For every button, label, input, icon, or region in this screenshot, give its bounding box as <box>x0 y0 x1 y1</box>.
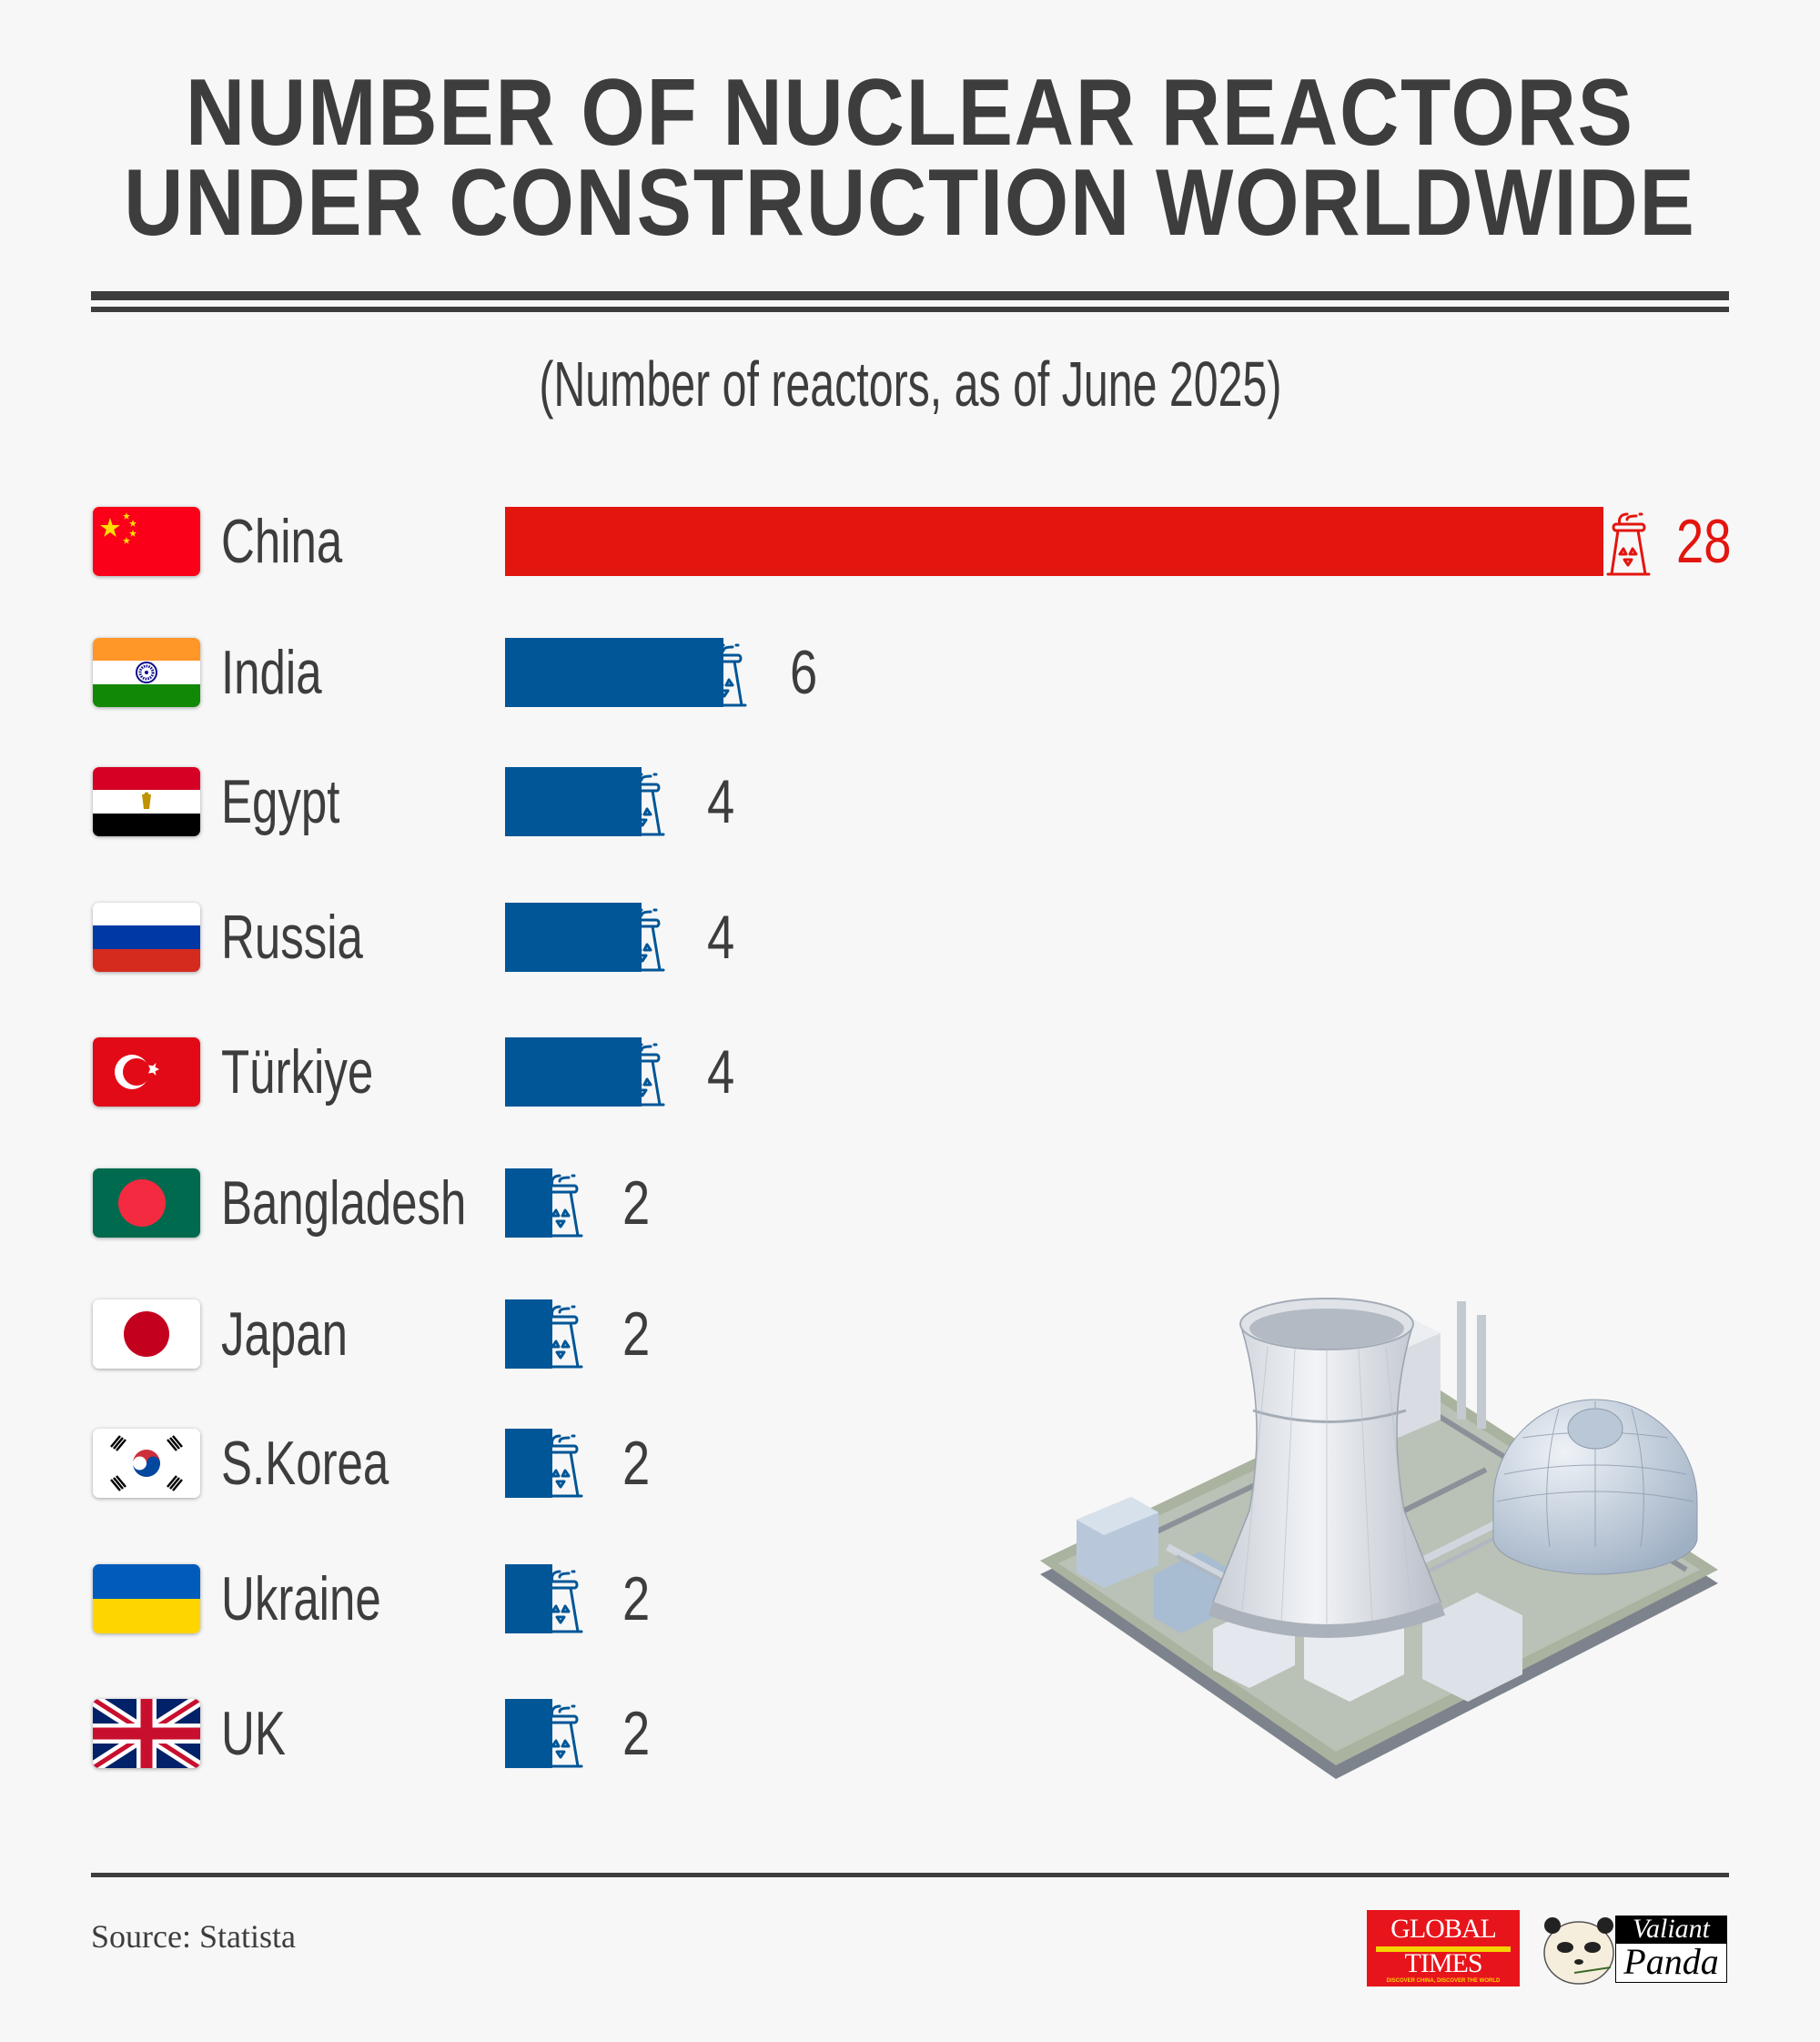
footer-rule <box>91 1873 1729 1877</box>
value-label: 2 <box>622 1564 651 1633</box>
value-label: 6 <box>790 638 818 707</box>
bar-russia <box>505 903 642 972</box>
title-rule-thin <box>91 307 1729 312</box>
country-label: Ukraine <box>221 1564 381 1633</box>
bar-egypt <box>505 767 642 836</box>
chart-row-bangladesh: Bangladesh 2 <box>0 1168 1820 1238</box>
title-line-1: NUMBER OF NUCLEAR REACTORS <box>186 60 1634 166</box>
subtitle: (Number of reactors, as of June 2025) <box>538 349 1282 420</box>
uk-flag-icon <box>93 1699 200 1768</box>
japan-flag-icon <box>93 1299 200 1369</box>
country-label: India <box>221 638 322 707</box>
ukraine-flag-icon <box>93 1564 200 1633</box>
chart-row-india: India 6 <box>0 638 1820 707</box>
nuclear-cooling-tower-icon <box>532 1299 589 1369</box>
egypt-flag-icon <box>93 767 200 836</box>
chart-row-south-korea: S.Korea 2 <box>0 1429 1820 1498</box>
valiant-panda-logo: Valiant Panda <box>1538 1911 1729 1987</box>
nuclear-cooling-tower-icon <box>532 1699 589 1768</box>
chart-row-japan: Japan 2 <box>0 1299 1820 1369</box>
global-times-logo: GLOBAL TIMES DISCOVER CHINA, DISCOVER TH… <box>1367 1910 1520 1986</box>
bar-india <box>505 638 723 707</box>
panda-face-icon <box>1543 1917 1614 1985</box>
country-label: Russia <box>221 903 363 972</box>
chart-row-china: China 28 <box>0 507 1820 576</box>
nuclear-power-plant-illustration <box>1040 1298 1718 1779</box>
chart-row-turkiye: Türkiye 4 <box>0 1037 1820 1107</box>
country-label: Bangladesh <box>221 1168 467 1238</box>
value-label: 2 <box>622 1429 651 1498</box>
value-label: 28 <box>1676 507 1732 576</box>
nuclear-cooling-tower-icon <box>696 638 753 707</box>
nuclear-cooling-tower-icon <box>614 767 671 836</box>
turkiye-flag-icon <box>93 1037 200 1107</box>
bangladesh-flag-icon <box>93 1168 200 1238</box>
country-label: S.Korea <box>221 1429 389 1498</box>
chart-row-uk: UK 2 <box>0 1699 1820 1768</box>
title-line-2: UNDER CONSTRUCTION WORLDWIDE <box>124 150 1696 256</box>
india-flag-icon <box>93 638 200 707</box>
chart-row-russia: Russia 4 <box>0 903 1820 972</box>
country-label: UK <box>221 1699 286 1768</box>
russia-flag-icon <box>93 903 200 972</box>
value-label: 2 <box>622 1299 651 1369</box>
country-label: Japan <box>221 1299 348 1369</box>
nuclear-cooling-tower-icon <box>532 1168 589 1238</box>
nuclear-cooling-tower-icon <box>614 903 671 972</box>
nuclear-cooling-tower-icon <box>1600 507 1656 576</box>
china-flag-icon <box>93 507 200 576</box>
nuclear-cooling-tower-icon <box>532 1564 589 1633</box>
value-label: 4 <box>707 903 735 972</box>
chart-row-egypt: Egypt 4 <box>0 767 1820 836</box>
chart-row-ukraine: Ukraine 2 <box>0 1564 1820 1633</box>
nuclear-cooling-tower-icon <box>614 1037 671 1107</box>
country-label: Egypt <box>221 767 340 836</box>
south-korea-flag-icon <box>93 1429 200 1498</box>
value-label: 2 <box>622 1699 651 1768</box>
value-label: 4 <box>707 767 735 836</box>
value-label: 4 <box>707 1037 735 1107</box>
logo-band <box>1376 1946 1511 1952</box>
source-note: Source: Statista <box>91 1918 296 1955</box>
country-label: Türkiye <box>221 1037 374 1107</box>
country-label: China <box>221 507 343 576</box>
value-label: 2 <box>622 1168 651 1238</box>
bar-china <box>505 507 1602 576</box>
nuclear-cooling-tower-icon <box>532 1429 589 1498</box>
title-rule-thick <box>91 291 1729 300</box>
bar-turkiye <box>505 1037 642 1107</box>
